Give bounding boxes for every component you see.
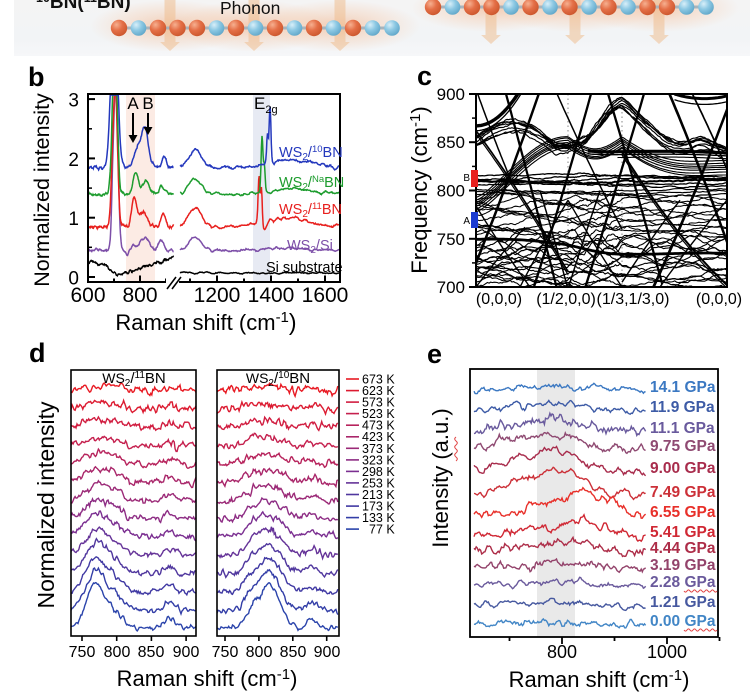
svg-text:900: 900	[173, 644, 200, 661]
svg-text:Raman shift (cm-1): Raman shift (cm-1)	[117, 666, 298, 691]
svg-text:9.00 GPa: 9.00 GPa	[650, 460, 716, 477]
svg-text:11.9 GPa: 11.9 GPa	[650, 399, 715, 416]
svg-text:c: c	[417, 61, 432, 91]
svg-text:573 K: 573 K	[362, 396, 395, 410]
svg-text:0: 0	[68, 269, 79, 290]
svg-text:1600: 1600	[302, 284, 349, 307]
svg-text:WS2/11BN: WS2/11BN	[102, 370, 166, 389]
svg-text:11.1 GPa: 11.1 GPa	[650, 420, 715, 437]
svg-text:800: 800	[547, 642, 577, 662]
svg-text:A: A	[463, 216, 470, 227]
svg-text:213 K: 213 K	[362, 488, 395, 502]
svg-text:850: 850	[280, 644, 307, 661]
svg-text:WS2/NaBN: WS2/NaBN	[279, 174, 344, 193]
svg-text:1400: 1400	[248, 284, 295, 307]
svg-text:77 K: 77 K	[369, 523, 395, 537]
svg-text:1.21 GPa: 1.21 GPa	[650, 594, 716, 611]
svg-text:2.28 GPa: 2.28 GPa	[650, 574, 716, 591]
svg-text:WS2/11BN: WS2/11BN	[279, 201, 342, 220]
svg-text:800: 800	[122, 284, 157, 307]
svg-text:3.19 GPa: 3.19 GPa	[650, 557, 716, 574]
svg-text:673 K: 673 K	[362, 373, 395, 387]
svg-text:9.75 GPa: 9.75 GPa	[650, 438, 716, 455]
svg-text:623 K: 623 K	[362, 384, 395, 398]
svg-text:d: d	[29, 338, 46, 368]
svg-text:WS2/Si: WS2/Si	[287, 238, 333, 256]
svg-text:B: B	[142, 94, 153, 113]
svg-text:800: 800	[246, 644, 273, 661]
svg-text:WS2/10BN: WS2/10BN	[246, 370, 310, 389]
svg-text:1000: 1000	[647, 642, 687, 662]
svg-text:e: e	[427, 339, 442, 369]
svg-text:A: A	[127, 94, 139, 113]
svg-text:b: b	[28, 62, 45, 92]
svg-text:Si substrate: Si substrate	[266, 260, 343, 276]
svg-text:Raman shift (cm-1): Raman shift (cm-1)	[509, 667, 690, 692]
svg-text:3: 3	[68, 91, 79, 112]
svg-text:1200: 1200	[194, 284, 241, 307]
svg-text:B: B	[463, 173, 470, 184]
svg-text:Normalized intensity: Normalized intensity	[33, 401, 59, 609]
svg-text:(0,0,0): (0,0,0)	[696, 291, 742, 308]
svg-text:1: 1	[68, 209, 79, 230]
svg-text:700: 700	[437, 278, 465, 297]
svg-text:Intensity (a.u.): Intensity (a.u.)	[428, 408, 453, 547]
svg-text:7.49 GPa: 7.49 GPa	[650, 484, 716, 501]
svg-text:10BN(11BN): 10BN(11BN)	[36, 0, 131, 13]
svg-text:800: 800	[437, 182, 465, 201]
svg-text:473 K: 473 K	[362, 419, 395, 433]
svg-text:253 K: 253 K	[362, 476, 395, 490]
svg-text:800: 800	[104, 644, 131, 661]
svg-text:0.00 GPa: 0.00 GPa	[650, 613, 716, 630]
svg-text:2: 2	[68, 150, 79, 171]
svg-text:850: 850	[437, 133, 465, 152]
svg-text:Normalized intensity: Normalized intensity	[30, 93, 54, 287]
svg-text:6.55 GPa: 6.55 GPa	[650, 504, 716, 521]
svg-text:133 K: 133 K	[362, 511, 395, 525]
svg-text:4.44 GPa: 4.44 GPa	[650, 540, 716, 557]
svg-text:750: 750	[69, 644, 96, 661]
svg-text:323 K: 323 K	[362, 453, 395, 467]
svg-text:523 K: 523 K	[362, 407, 395, 421]
svg-text:298 K: 298 K	[362, 465, 395, 479]
svg-text:373 K: 373 K	[362, 442, 395, 456]
svg-text:Phonon: Phonon	[220, 0, 280, 18]
svg-text:900: 900	[437, 85, 465, 104]
svg-text:600: 600	[70, 284, 105, 307]
svg-text:Raman shift (cm-1): Raman shift (cm-1)	[115, 309, 296, 335]
svg-text:5.41 GPa: 5.41 GPa	[650, 524, 716, 541]
svg-text:14.1 GPa: 14.1 GPa	[650, 379, 716, 396]
svg-text:Frequency (cm-1): Frequency (cm-1)	[407, 106, 432, 273]
svg-text:173 K: 173 K	[362, 500, 395, 514]
svg-text:WS2/10BN: WS2/10BN	[279, 144, 343, 163]
svg-text:(1/2,0,0): (1/2,0,0)	[536, 291, 596, 308]
svg-text:750: 750	[212, 644, 239, 661]
svg-text:(0,0,0): (0,0,0)	[476, 291, 522, 308]
svg-text:(1/3,1/3,0): (1/3,1/3,0)	[597, 291, 670, 308]
svg-text:900: 900	[314, 644, 341, 661]
svg-text:750: 750	[437, 230, 465, 249]
svg-text:850: 850	[138, 644, 165, 661]
svg-text:423 K: 423 K	[362, 430, 395, 444]
